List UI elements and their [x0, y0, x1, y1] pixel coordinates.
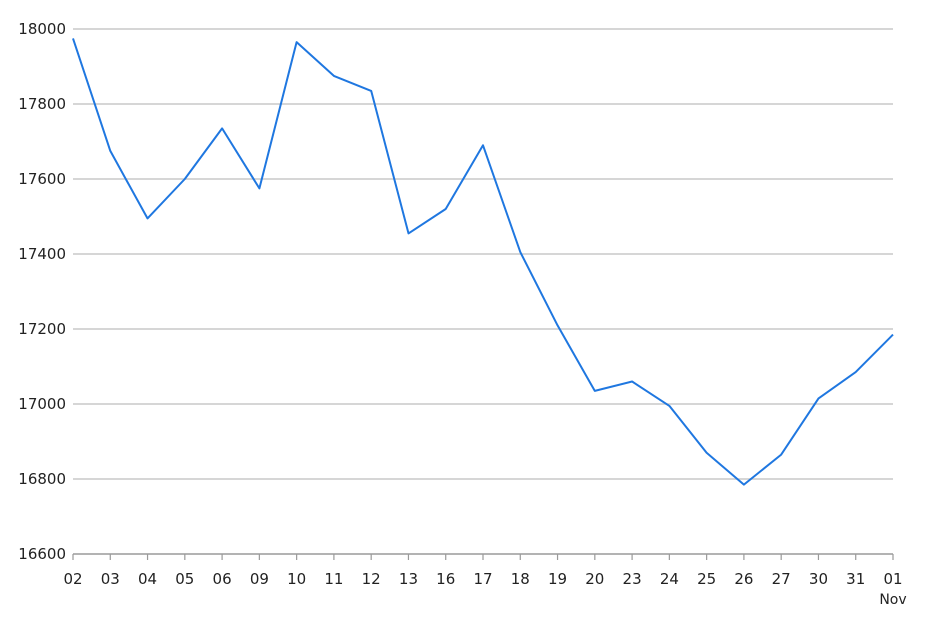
x-tick-label: 24	[660, 570, 679, 588]
data-point	[107, 148, 113, 154]
x-tick-label: 13	[399, 570, 418, 588]
data-point	[815, 395, 821, 401]
y-tick-label: 17000	[18, 395, 66, 413]
series-group	[70, 35, 896, 488]
data-point	[555, 322, 561, 328]
data-point	[629, 379, 635, 385]
x-tick-label: 17	[473, 570, 492, 588]
data-point	[256, 185, 262, 191]
x-tick-label: 12	[362, 570, 381, 588]
y-tick-label: 18000	[18, 20, 66, 38]
y-tick-label: 17600	[18, 170, 66, 188]
y-tick-label: 16600	[18, 545, 66, 563]
data-point	[890, 332, 896, 338]
data-point	[405, 230, 411, 236]
x-tick-label: 02	[63, 570, 82, 588]
gridlines	[73, 28, 893, 480]
x-tick-label: 20	[585, 570, 604, 588]
x-tick-label: 03	[101, 570, 120, 588]
y-axis: 16600 16800 17000 17200 17400 17600 17800 18000	[18, 20, 66, 563]
data-point	[704, 450, 710, 456]
data-point	[294, 39, 300, 45]
data-point	[219, 125, 225, 131]
month-label: Nov	[879, 592, 906, 608]
data-point	[853, 369, 859, 375]
data-point	[480, 142, 486, 148]
data-point	[70, 35, 76, 41]
x-tick-label: 27	[772, 570, 791, 588]
x-tick-label: 05	[175, 570, 194, 588]
x-tick-label: 30	[809, 570, 828, 588]
data-point	[741, 482, 747, 488]
data-point	[666, 403, 672, 409]
y-tick-label: 17800	[18, 95, 66, 113]
x-axis: 02 03 04 05 06 09 10 11 12 13 16 17 18 19 20 23 24 25 26 27…	[63, 553, 907, 608]
data-point	[145, 215, 151, 221]
data-point	[778, 452, 784, 458]
y-tick-label: 17200	[18, 320, 66, 338]
x-tick-label: 01	[883, 570, 902, 588]
data-point	[182, 176, 188, 182]
x-tick-label: 18	[511, 570, 530, 588]
x-tick-label: 23	[623, 570, 642, 588]
x-tick-label: 10	[287, 570, 306, 588]
data-point	[331, 73, 337, 79]
x-tick-label: 04	[138, 570, 157, 588]
y-tick-label: 17400	[18, 245, 66, 263]
data-point	[592, 388, 598, 394]
x-tick-label: 06	[213, 570, 232, 588]
y-tick-label: 16800	[18, 470, 66, 488]
data-point	[368, 88, 374, 94]
x-tick-label: 09	[250, 570, 269, 588]
data-point	[443, 206, 449, 212]
x-tick-label: 25	[697, 570, 716, 588]
x-tick-label: 19	[548, 570, 567, 588]
data-point	[517, 249, 523, 255]
x-tick-label: 16	[436, 570, 455, 588]
x-tick-label: 11	[324, 570, 343, 588]
series-line	[72, 38, 894, 486]
x-tick-label: 31	[846, 570, 865, 588]
x-tick-label: 26	[734, 570, 753, 588]
